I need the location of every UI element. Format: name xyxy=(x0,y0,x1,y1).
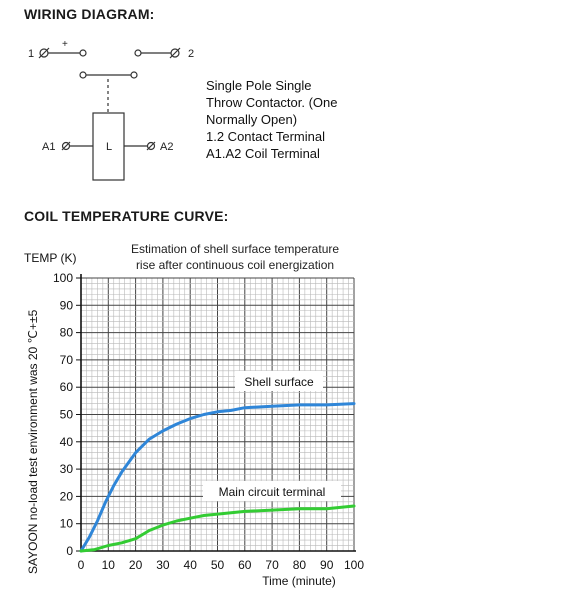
coil-a1-slash xyxy=(61,141,71,151)
y-tick-label: 30 xyxy=(60,462,74,476)
series-labels: Shell surface Main circuit terminal xyxy=(203,371,341,501)
contactor-description: Single Pole Single Throw Contactor. (One… xyxy=(206,77,338,162)
chart-title-line-2: rise after continuous coil energization xyxy=(136,258,334,272)
y-tick-label: 90 xyxy=(60,298,74,312)
x-tick-label: 70 xyxy=(265,558,279,572)
main-circuit-terminal-label: Main circuit terminal xyxy=(219,485,326,499)
tick-labels: 0 10 20 30 40 50 60 70 80 90 100 0 10 20 30 40 50 60 70 80 9… xyxy=(53,271,364,572)
x-tick-label: 80 xyxy=(293,558,307,572)
x-tick-label: 100 xyxy=(344,558,364,572)
test-environment-note: SAYOON no-load test environment was 20 ℃… xyxy=(26,309,40,574)
coil-a1-terminal-icon xyxy=(61,141,71,151)
coil-a2-terminal-icon xyxy=(146,141,156,151)
series-label-background xyxy=(235,371,323,391)
terminal-1-label: 1 xyxy=(28,48,34,60)
series-lines xyxy=(79,402,356,553)
y-tick-label: 50 xyxy=(60,408,74,422)
y-tick-label: 100 xyxy=(53,271,73,285)
y-tick-label: 70 xyxy=(60,353,74,367)
description-line: Normally Open) xyxy=(206,112,298,127)
wiring-diagram-heading: WIRING DIAGRAM: xyxy=(24,6,155,22)
x-tick-label: 0 xyxy=(78,558,85,572)
terminal-2-icon xyxy=(170,48,180,58)
x-tick-label: 10 xyxy=(102,558,116,572)
terminal-1-slash xyxy=(38,47,50,59)
coil-a1-label: A1 xyxy=(42,141,55,153)
main-circuit-terminal-line xyxy=(79,504,356,553)
armature-right-icon xyxy=(130,71,138,79)
shell-surface-line xyxy=(79,402,356,553)
description-line: Single Pole Single xyxy=(206,78,312,93)
chart-axes xyxy=(80,274,356,552)
y-tick-label: 0 xyxy=(66,544,73,558)
x-tick-label: 60 xyxy=(238,558,252,572)
y-tick-label: 80 xyxy=(60,326,74,340)
contact-2-point-icon xyxy=(134,49,142,57)
description-line: 1.2 Contact Terminal xyxy=(206,129,325,144)
plus-sign: + xyxy=(62,39,68,50)
y-tick-label: 10 xyxy=(60,517,74,531)
description-line: A1.A2 Coil Terminal xyxy=(206,146,320,161)
wiring-diagram: 1 + 2 L A1 A2 xyxy=(28,39,194,181)
y-tick-label: 60 xyxy=(60,380,74,394)
coil-label: L xyxy=(106,141,112,153)
description-line: Throw Contactor. (One xyxy=(206,95,338,110)
x-axis-label: Time (minute) xyxy=(262,574,336,588)
temperature-chart: Estimation of shell surface temperature … xyxy=(24,242,364,588)
x-tick-label: 50 xyxy=(211,558,225,572)
chart-grid xyxy=(80,277,355,552)
coil-a2-label: A2 xyxy=(160,141,173,153)
contact-1-point-icon xyxy=(79,49,87,57)
y-tick-label: 40 xyxy=(60,435,74,449)
terminal-2-slash xyxy=(169,47,181,59)
y-axis-label: TEMP (K) xyxy=(24,251,76,265)
x-tick-label: 20 xyxy=(129,558,143,572)
armature-left-icon xyxy=(79,71,87,79)
coil-a2-slash xyxy=(146,141,156,151)
terminal-2-label: 2 xyxy=(188,48,194,60)
x-tick-label: 40 xyxy=(184,558,198,572)
coil-temperature-heading: COIL TEMPERATURE CURVE: xyxy=(24,208,229,224)
chart-title-line-1: Estimation of shell surface temperature xyxy=(131,242,339,256)
y-tick-label: 20 xyxy=(60,489,74,503)
shell-surface-label: Shell surface xyxy=(244,375,314,389)
x-tick-label: 90 xyxy=(320,558,334,572)
x-tick-label: 30 xyxy=(156,558,170,572)
series-label-background xyxy=(203,481,341,501)
